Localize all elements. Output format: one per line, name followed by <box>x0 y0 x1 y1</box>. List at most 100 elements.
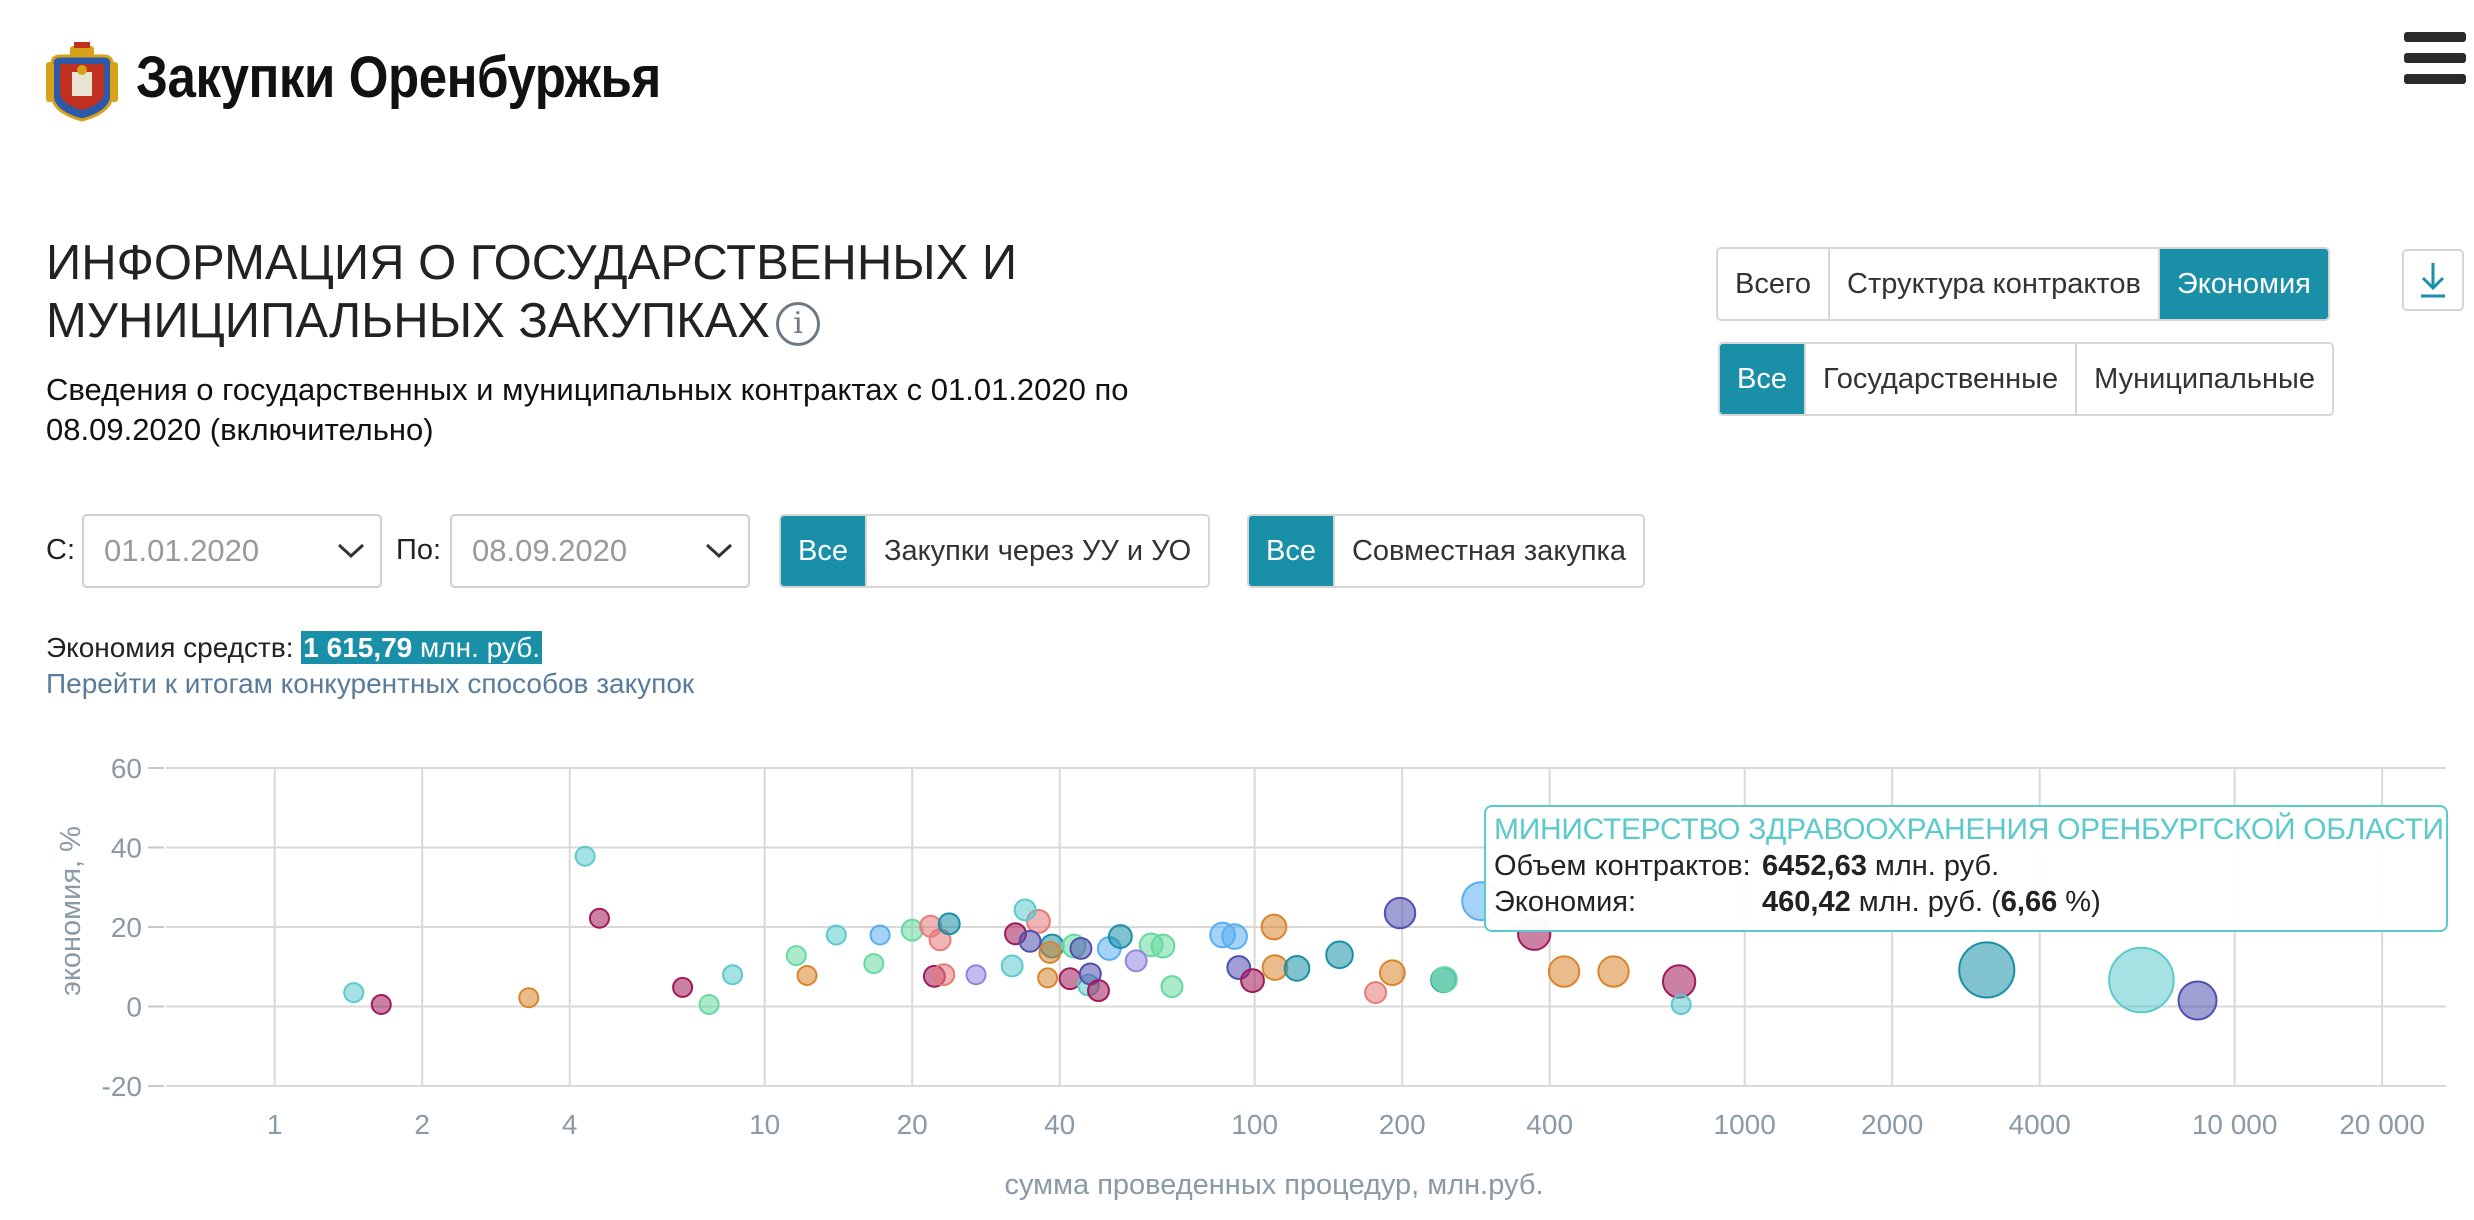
data-point <box>1107 924 1133 949</box>
savings-value: 1 615,79 <box>303 632 413 663</box>
tooltip-economy-row: Экономия: 460,42 млн. руб. (6,66 %) <box>1494 886 2446 919</box>
savings-label: Экономия средств: <box>46 632 294 663</box>
page-title-line1: ИНФОРМАЦИЯ О ГОСУДАРСТВЕННЫХ И <box>46 236 1018 290</box>
data-point <box>1670 994 1692 1016</box>
data-point <box>1283 954 1311 982</box>
x-tick-label: 1000 <box>1714 1109 1776 1140</box>
x-tick-label: 100 <box>1231 1109 1278 1140</box>
data-point <box>1958 941 2016 999</box>
uu-filter-group: Все Закупки через УУ и УО <box>779 514 1211 588</box>
page-subtitle: Сведения о государственных и муниципальн… <box>46 372 1129 447</box>
data-point <box>698 994 720 1016</box>
tooltip-economy-percent: 6,66 <box>2000 886 2058 918</box>
x-axis-label: сумма проведенных процедур, млн.руб. <box>1004 1169 1543 1201</box>
y-tick-label: 60 <box>111 753 142 784</box>
joint-option-button[interactable]: Совместная закупка <box>1351 534 1626 567</box>
to-label: По: <box>396 534 442 566</box>
data-point <box>2108 946 2175 1014</box>
x-tick-label: 40 <box>1044 1109 1075 1140</box>
tooltip-economy-value: 460,42 <box>1762 886 1851 918</box>
data-point <box>1661 964 1697 999</box>
data-point <box>518 987 540 1009</box>
tooltip-economy-unit: млн. руб. ( <box>1858 886 2001 918</box>
page-title: ИНФОРМАЦИЯ О ГОСУДАРСТВЕННЫХ И МУНИЦИПАЛ… <box>46 234 1017 350</box>
data-point <box>1260 913 1288 941</box>
data-point <box>588 907 610 929</box>
data-point <box>1240 968 1265 994</box>
x-tick-label: 1 <box>267 1109 283 1140</box>
tab-all-types[interactable]: Все <box>1720 344 1806 414</box>
data-point <box>1160 975 1184 999</box>
from-label: С: <box>46 534 75 566</box>
data-point <box>574 845 596 867</box>
x-tick-label: 10 000 <box>2192 1109 2278 1140</box>
data-point <box>1037 967 1059 989</box>
tab-state[interactable]: Государственные <box>1806 344 2078 414</box>
data-point <box>1013 898 1037 922</box>
info-icon[interactable]: i <box>776 302 820 347</box>
tooltip-volume-unit: млн. руб. <box>1874 850 2000 882</box>
x-tick-label: 2000 <box>1861 1109 1923 1140</box>
y-tick-label: 0 <box>126 992 142 1023</box>
data-point <box>965 964 987 986</box>
savings-unit: млн. руб. <box>420 632 541 663</box>
uu-option-button[interactable]: Закупки через УУ и УО <box>883 534 1192 567</box>
tooltip-title: МИНИСТЕРСТВО ЗДРАВООХРАНЕНИЯ ОРЕНБУРГСКО… <box>1494 813 2444 846</box>
hamburger-menu-icon[interactable] <box>2404 32 2466 84</box>
data-point <box>2177 980 2218 1021</box>
savings-highlight: 1 615,79 млн. руб. <box>301 631 543 664</box>
data-point <box>932 963 956 987</box>
chevron-down-icon <box>705 543 733 559</box>
uu-all-button[interactable]: Все <box>781 516 867 586</box>
data-point <box>1383 896 1417 930</box>
x-tick-label: 4 <box>562 1109 578 1140</box>
coat-of-arms-icon[interactable] <box>46 42 118 122</box>
download-icon[interactable] <box>2402 249 2464 311</box>
data-point <box>1069 937 1093 960</box>
chart-tooltip: МИНИСТЕРСТВО ЗДРАВООХРАНЕНИЯ ОРЕНБУРГСКО… <box>1484 805 2448 932</box>
tab-economy[interactable]: Экономия <box>2159 249 2328 319</box>
data-point <box>796 964 818 986</box>
data-point <box>1379 959 1406 987</box>
x-tick-label: 4000 <box>2009 1109 2071 1140</box>
data-point <box>863 953 885 975</box>
data-point <box>1597 955 1630 988</box>
data-point <box>1000 954 1024 978</box>
y-axis-label: экономия, % <box>55 826 87 996</box>
data-point <box>370 994 392 1016</box>
data-point <box>1325 940 1354 970</box>
competitive-results-link[interactable]: Перейти к итогам конкурентных способов з… <box>46 668 695 699</box>
joint-all-button[interactable]: Все <box>1249 516 1335 586</box>
chevron-down-icon <box>337 543 365 559</box>
tab-total[interactable]: Всего <box>1718 249 1831 319</box>
from-date-value: 01.01.2020 <box>104 533 260 568</box>
from-date-select[interactable]: 01.01.2020 <box>82 514 382 588</box>
tooltip-volume-value: 6452,63 <box>1762 850 1867 882</box>
y-tick-label: 20 <box>111 912 142 943</box>
data-point <box>869 924 891 946</box>
tooltip-volume-row: Объем контрактов: 6452,63 млн. руб. <box>1494 850 2446 883</box>
data-point <box>1038 940 1062 964</box>
x-tick-label: 20 <box>897 1109 928 1140</box>
y-tick-label: 40 <box>111 833 142 864</box>
data-point <box>1547 955 1581 988</box>
joint-filter-group: Все Совместная закупка <box>1247 514 1645 588</box>
x-tick-label: 400 <box>1526 1109 1573 1140</box>
data-point <box>1431 966 1458 993</box>
data-point <box>900 918 924 942</box>
to-date-select[interactable]: 08.09.2020 <box>450 514 750 588</box>
data-point <box>1018 929 1042 953</box>
savings-summary: Экономия средств: 1 615,79 млн. руб. <box>46 631 543 664</box>
site-title[interactable]: Закупки Оренбуржья <box>136 45 661 110</box>
data-point <box>785 945 807 967</box>
data-point <box>722 964 744 986</box>
x-tick-label: 20 000 <box>2339 1109 2425 1140</box>
page-title-line2: МУНИЦИПАЛЬНЫХ ЗАКУПКАХ <box>46 294 770 348</box>
data-point <box>672 976 694 998</box>
y-tick-label: -20 <box>102 1071 142 1102</box>
tab-contract-structure[interactable]: Структура контрактов <box>1830 249 2160 319</box>
tab-municipal[interactable]: Муниципальные <box>2094 362 2315 395</box>
data-point <box>1150 933 1176 959</box>
type-tab-group: Все Государственные Муниципальные <box>1718 342 2334 416</box>
